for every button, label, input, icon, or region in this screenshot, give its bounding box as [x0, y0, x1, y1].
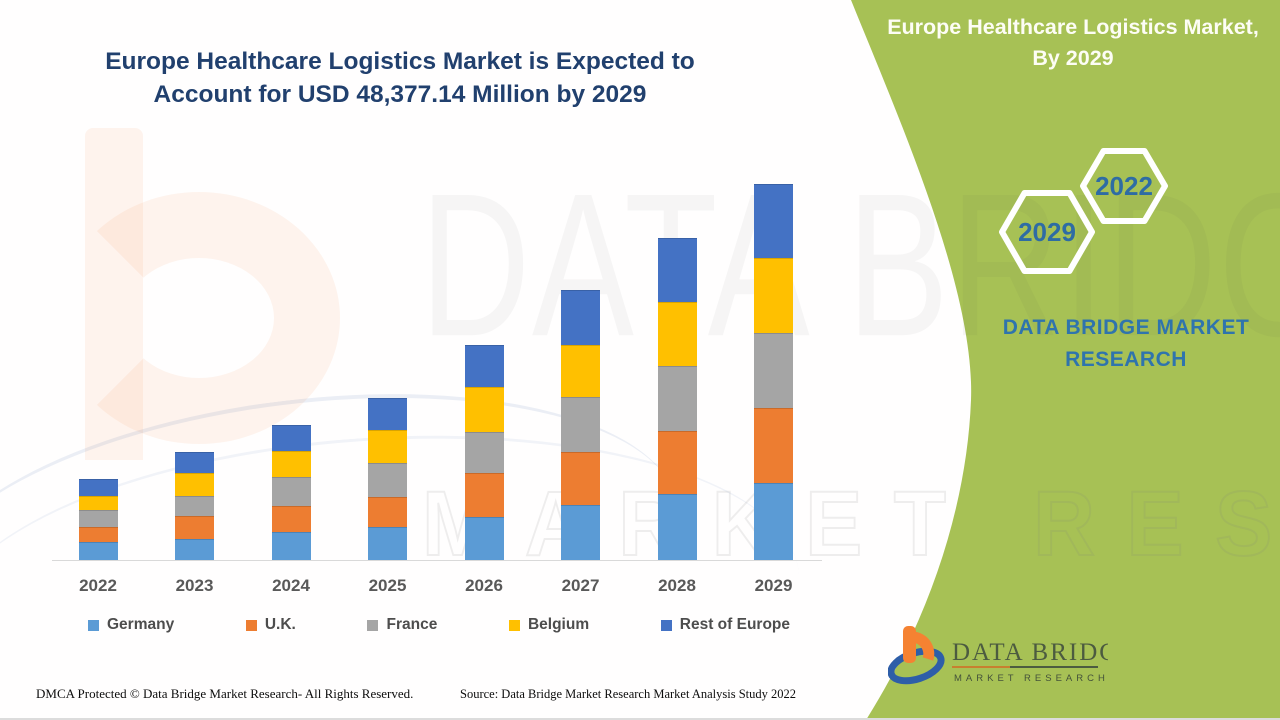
bar-segment-2023-rest-of-europe — [175, 452, 214, 474]
chart-legend: Germany U.K. France Belgium Rest of Europe — [88, 616, 790, 634]
legend-swatch — [245, 619, 257, 631]
legend-item-u-k-: U.K. — [245, 616, 296, 634]
panel-title-line2: By 2029 — [1032, 46, 1114, 70]
x-axis-label-2023: 2023 — [175, 576, 214, 595]
page-title-line2: Account for USD 48,377.14 Million by 202… — [153, 81, 647, 108]
bar-segment-2023-u-k- — [175, 516, 214, 539]
bar-segment-2026-germany — [464, 517, 504, 560]
panel-title-line1: Europe Healthcare Logistics Market, — [887, 15, 1259, 39]
bar-segment-2027-rest-of-europe — [561, 289, 600, 345]
dbmr-logo: DATA BRIDGE MARKET RESEARCH — [888, 626, 1108, 685]
bar-segment-2025-belgium — [368, 429, 407, 463]
legend-item-rest-of-europe: Rest of Europe — [660, 616, 790, 634]
bar-segment-2029-u-k- — [754, 407, 793, 483]
bar-segment-2022-germany — [78, 541, 118, 560]
page-title-line1: Europe Healthcare Logistics Market is Ex… — [105, 48, 695, 75]
bar-segment-2026-rest-of-europe — [464, 345, 504, 387]
bar-segment-2027-france — [561, 396, 600, 452]
page-title: Europe Healthcare Logistics Market is Ex… — [80, 45, 720, 111]
logo-underline-accent — [952, 666, 1010, 668]
legend-label: U.K. — [264, 616, 296, 633]
bar-segment-2024-rest-of-europe — [271, 424, 311, 451]
hexagon-2029 — [999, 190, 1095, 274]
bar-segment-2024-germany — [271, 532, 311, 560]
bar-segment-2023-france — [175, 496, 214, 516]
bar-segment-2028-france — [657, 366, 697, 431]
bar-segment-2022-france — [78, 509, 118, 527]
bar-segment-2028-germany — [657, 494, 697, 560]
bar-segment-2029-rest-of-europe — [754, 184, 793, 258]
x-axis-label-2025: 2025 — [368, 576, 407, 595]
x-axis-line — [52, 560, 822, 561]
bar-segment-2025-u-k- — [368, 496, 407, 527]
bar-segment-2029-germany — [754, 482, 793, 560]
bar-segment-2029-france — [754, 332, 793, 408]
green-panel-shape — [851, 0, 1280, 718]
legend-swatch — [367, 619, 379, 631]
legend-label: Germany — [107, 616, 175, 633]
x-axis-label-2024: 2024 — [272, 576, 310, 595]
legend-swatch — [88, 619, 99, 631]
legend-item-belgium: Belgium — [508, 616, 590, 634]
bar-segment-2026-france — [464, 431, 504, 474]
brand-text-line2: RESEARCH — [1065, 348, 1187, 371]
logo-underline — [952, 666, 1098, 668]
hexagon-2022 — [1080, 148, 1168, 224]
logo-subtext: MARKET RESEARCH — [954, 673, 1108, 684]
dbmr-b-icon — [888, 626, 945, 685]
bar-segment-2022-belgium — [78, 495, 118, 510]
x-axis-label-2029: 2029 — [754, 576, 793, 595]
bar-segment-2025-germany — [368, 526, 407, 560]
legend-item-germany: Germany — [88, 616, 174, 634]
bar-segment-2025-france — [368, 463, 407, 497]
bar-segment-2025-rest-of-europe — [368, 397, 407, 430]
brand-text-line1: DATA BRIDGE MARKET — [1002, 316, 1250, 339]
bar-segment-2029-belgium — [754, 257, 793, 333]
bar-segment-2022-u-k- — [78, 526, 118, 542]
legend-item-france: France — [367, 616, 437, 634]
bar-segment-2024-u-k- — [271, 505, 311, 532]
x-axis-label-2022: 2022 — [79, 576, 117, 595]
logo-wordmark: DATA BRIDGE — [952, 639, 1108, 666]
bar-segment-2027-belgium — [561, 344, 600, 397]
legend-swatch — [660, 619, 672, 631]
legend-swatch — [508, 619, 520, 631]
bar-segment-2028-u-k- — [657, 430, 697, 494]
bar-segment-2022-rest-of-europe — [78, 478, 118, 496]
bar-segment-2028-belgium — [657, 302, 697, 366]
x-axis-label-2027: 2027 — [561, 576, 600, 595]
source-note: Source: Data Bridge Market Research Mark… — [460, 687, 797, 701]
hexagon-2029-label: 2029 — [1018, 217, 1076, 247]
legend-label: France — [386, 616, 438, 633]
dmca-notice: DMCA Protected © Data Bridge Market Rese… — [36, 686, 414, 701]
bar-segment-2024-france — [271, 476, 311, 506]
bar-segment-2026-u-k- — [464, 473, 504, 517]
bar-segment-2028-rest-of-europe — [657, 238, 697, 303]
bar-segment-2026-belgium — [464, 386, 504, 432]
x-axis-label-2028: 2028 — [658, 576, 696, 595]
hexagon-2022-label: 2022 — [1095, 171, 1153, 201]
bar-segment-2027-germany — [561, 504, 600, 560]
brand-text: DATA BRIDGE MARKET RESEARCH — [950, 312, 1280, 376]
legend-label: Rest of Europe — [679, 616, 790, 633]
legend-label: Belgium — [527, 616, 590, 633]
bar-segment-2023-germany — [175, 539, 214, 560]
panel-title: Europe Healthcare Logistics Market, By 2… — [868, 12, 1278, 74]
bar-segment-2024-belgium — [271, 450, 311, 477]
x-axis-label-2026: 2026 — [465, 576, 503, 595]
bar-segment-2023-belgium — [175, 473, 214, 497]
bar-segment-2027-u-k- — [561, 451, 600, 505]
